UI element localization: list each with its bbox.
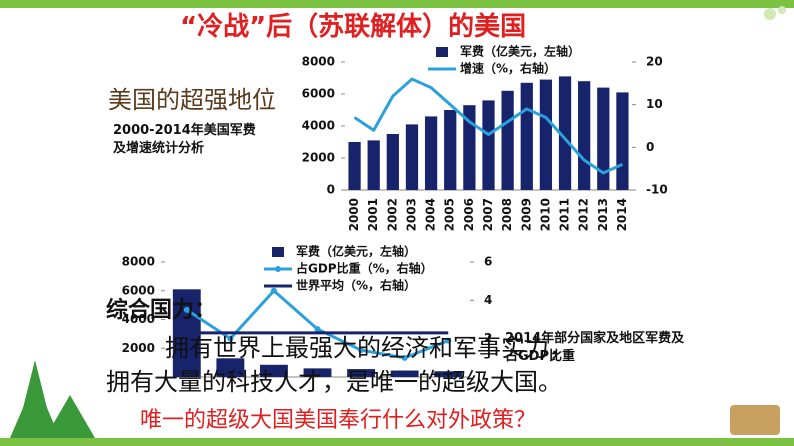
x-tick-label: 2011 [558, 198, 572, 231]
body-line: 拥有大量的科技人才，是唯一的超级大国。 [106, 368, 562, 396]
x-tick-label: 2010 [538, 198, 552, 231]
y2-tick-label: 20 [646, 55, 663, 69]
bar [259, 364, 288, 377]
y2-tick-label: 2 [484, 331, 492, 345]
corner-image [730, 405, 780, 435]
body-line: 拥有世界上最强大的经济和军事实力， [165, 334, 573, 362]
chart-caption: 2000-2014年美国军费及增速统计分析 [113, 123, 256, 156]
x-tick-label: 2005 [443, 198, 457, 231]
y2-tick-label: -10 [646, 183, 668, 197]
corner-leaves [764, 6, 786, 20]
x-tick-label: 2012 [577, 198, 591, 231]
line [185, 289, 449, 360]
legend-label: 世界平均（%，右轴） [296, 278, 416, 293]
x-tick-label: 2008 [500, 198, 514, 231]
x-tick-label: 2006 [462, 198, 476, 231]
line [353, 77, 624, 175]
y2-tick-label: 0 [646, 140, 654, 154]
bar [597, 87, 610, 190]
legend-marker [275, 266, 281, 272]
bar [501, 90, 514, 190]
x-tick-label: 2003 [404, 198, 418, 231]
question: 唯一的超级大国美国奉行什么对外政策？ [140, 408, 537, 433]
y-tick-label: 0 [327, 183, 335, 197]
x-tick-label: 2014 [615, 198, 629, 231]
bar [216, 358, 245, 377]
legend-label: 占GDP比重（%，右轴） [296, 261, 433, 276]
y2-tick-label: 4 [484, 293, 492, 307]
bar [520, 82, 533, 190]
bar [578, 81, 591, 190]
y2-tick-label: 6 [484, 255, 492, 269]
bottom-border [0, 438, 794, 446]
bar [348, 142, 361, 190]
y-tick-label: 2000 [122, 341, 155, 355]
legend-label: 军费（亿美元，左轴） [296, 244, 416, 259]
bar [303, 368, 332, 377]
bar [424, 116, 438, 190]
y-tick-label: 6000 [302, 87, 335, 101]
legend-swatch [272, 247, 284, 257]
x-tick-label: 2001 [366, 198, 380, 231]
x-tick-label: 2007 [481, 198, 495, 231]
bar [444, 110, 457, 190]
bar [482, 100, 495, 190]
heading: 美国的超强地位 [108, 86, 276, 114]
y2-tick-label: 10 [646, 97, 663, 111]
bar [616, 92, 629, 190]
y-tick-label: 4000 [302, 119, 335, 133]
bar [405, 124, 419, 190]
bar [463, 105, 476, 190]
bar [539, 79, 553, 190]
bar [390, 370, 419, 377]
bar [558, 76, 572, 190]
overall-label: 综合国力： [106, 298, 217, 323]
legend-swatch [436, 47, 448, 57]
bar [367, 140, 380, 190]
y-tick-label: 8000 [302, 55, 335, 69]
bar [347, 369, 376, 377]
y-tick-label: 6000 [122, 283, 155, 297]
top-border [0, 0, 794, 8]
x-tick-label: 2013 [596, 198, 610, 231]
chart2-caption: 2014年部分国家及地区军费及占GDP比重 [505, 331, 685, 364]
bar [434, 371, 463, 377]
y-tick-label: 2000 [302, 151, 335, 165]
tree-decoration [10, 360, 95, 438]
x-tick-label: 2004 [424, 198, 438, 231]
slide-title: “冷战”后（苏联解体）的美国 [180, 12, 527, 42]
legend-label: 增速（%，右轴） [460, 61, 556, 76]
y-tick-label: 4000 [122, 312, 155, 326]
x-tick-label: 2009 [519, 198, 533, 231]
bar [386, 134, 399, 190]
y-tick-label: 8000 [122, 255, 155, 269]
legend-label: 军费（亿美元，左轴） [460, 44, 580, 59]
x-tick-label: 2002 [385, 198, 399, 231]
x-tick-label: 2000 [347, 198, 361, 231]
